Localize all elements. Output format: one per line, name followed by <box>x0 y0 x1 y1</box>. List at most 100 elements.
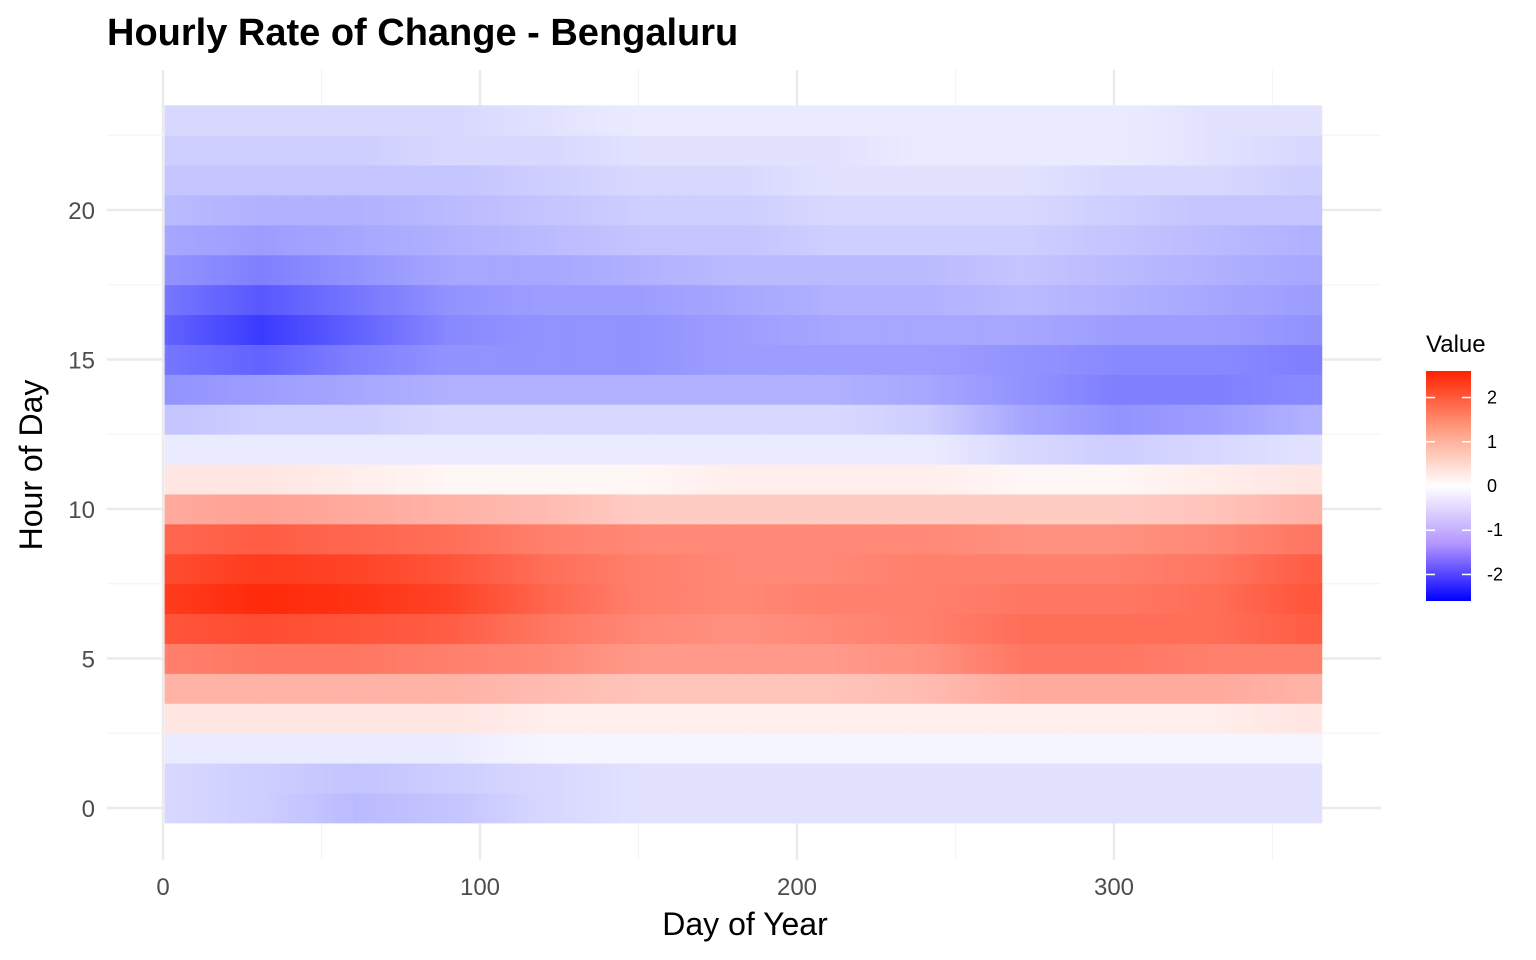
heatmap-cell <box>1289 434 1294 465</box>
heatmap-cell <box>247 673 251 704</box>
heatmap-cell <box>418 613 422 644</box>
heatmap-cell <box>1080 673 1085 704</box>
heatmap-cell <box>789 404 793 435</box>
heatmap-cell <box>751 613 755 644</box>
heatmap-cell <box>814 763 819 794</box>
heatmap-cell <box>443 613 448 644</box>
heatmap-cell <box>1169 583 1174 615</box>
heatmap-cell <box>938 553 942 585</box>
heatmap-cell <box>1125 553 1129 585</box>
heatmap-cell <box>1020 763 1025 794</box>
heatmap-cell <box>256 793 261 824</box>
heatmap-cell <box>212 793 216 824</box>
heatmap-cell <box>931 673 936 704</box>
heatmap-cell <box>744 404 749 435</box>
heatmap-cell <box>900 613 904 644</box>
heatmap-cell <box>1198 523 1202 555</box>
heatmap-cell <box>1204 733 1209 764</box>
heatmap-cell <box>1255 464 1259 495</box>
heatmap-cell <box>576 733 581 764</box>
heatmap-cell <box>741 733 746 764</box>
heatmap-cell <box>386 404 391 435</box>
heatmap-cell <box>285 643 289 674</box>
heatmap-cell <box>1172 434 1177 465</box>
heatmap-cell <box>896 643 901 674</box>
heatmap-cell <box>1049 434 1053 465</box>
heatmap-cell <box>313 763 318 794</box>
heatmap-cell <box>453 643 457 674</box>
heatmap-cell <box>922 464 926 495</box>
heatmap-cell <box>636 733 641 764</box>
heatmap-cell <box>262 793 267 824</box>
heatmap-cell <box>1217 733 1221 764</box>
heatmap-cell <box>662 643 667 674</box>
heatmap-cell <box>525 733 530 764</box>
heatmap-cell <box>532 793 537 824</box>
heatmap-cell <box>1159 643 1164 674</box>
heatmap-cell <box>849 613 854 644</box>
heatmap-cell <box>380 733 384 764</box>
heatmap-cell <box>221 673 226 704</box>
heatmap-cell <box>1194 613 1199 644</box>
heatmap-cell <box>874 733 879 764</box>
heatmap-cell <box>1239 733 1243 764</box>
heatmap-cell <box>1213 793 1218 824</box>
heatmap-cell <box>1293 703 1297 734</box>
heatmap-cell <box>881 494 885 525</box>
heatmap-cell <box>1004 793 1009 824</box>
heatmap-cell <box>877 673 882 704</box>
heatmap-cell <box>170 673 175 704</box>
heatmap-cell <box>1147 703 1152 734</box>
heatmap-cell <box>960 553 965 585</box>
heatmap-cell <box>890 464 895 495</box>
heatmap-cell <box>354 703 359 734</box>
heatmap-cell <box>259 494 264 525</box>
heatmap-cell <box>1274 673 1278 704</box>
heatmap-cell <box>465 553 470 585</box>
heatmap-cell <box>1023 553 1028 585</box>
heatmap-cell <box>481 464 486 495</box>
heatmap-cell <box>1033 703 1037 734</box>
heatmap-cell <box>370 494 375 525</box>
heatmap-cell <box>598 643 603 674</box>
heatmap-cell <box>1140 523 1145 555</box>
heatmap-cell <box>998 793 1003 824</box>
heatmap-cell <box>893 793 898 824</box>
heatmap-cell <box>1270 613 1275 644</box>
heatmap-cell <box>196 464 201 495</box>
heatmap-cell <box>167 793 172 824</box>
heatmap-cell <box>497 553 502 585</box>
heatmap-cell <box>167 673 172 704</box>
heatmap-cell <box>386 673 391 704</box>
heatmap-cell <box>189 733 194 764</box>
heatmap-cell <box>1147 464 1152 495</box>
heatmap-cell <box>570 523 575 555</box>
heatmap-cell <box>405 553 410 585</box>
heatmap-cell <box>183 494 188 525</box>
heatmap-cell <box>1182 523 1186 555</box>
heatmap-cell <box>424 553 429 585</box>
heatmap-cell <box>801 523 806 555</box>
heatmap-cell <box>852 523 857 555</box>
heatmap-cell <box>437 793 441 824</box>
heatmap-cell <box>1226 464 1231 495</box>
heatmap-cell <box>1220 583 1224 615</box>
heatmap-cell <box>928 703 933 734</box>
heatmap-cell <box>852 763 857 794</box>
heatmap-cell <box>874 763 879 794</box>
heatmap-cell <box>985 643 990 674</box>
heatmap-cell <box>741 553 746 585</box>
heatmap-cell <box>995 643 999 674</box>
heatmap-cell <box>399 583 403 615</box>
heatmap-cell <box>307 673 312 704</box>
heatmap-cell <box>579 404 584 435</box>
heatmap-cell <box>668 673 673 704</box>
heatmap-cell <box>418 404 422 435</box>
heatmap-cell <box>224 613 229 644</box>
heatmap-cell <box>728 464 733 495</box>
heatmap-cell <box>617 793 622 824</box>
heatmap-cell <box>1293 613 1297 644</box>
heatmap-cell <box>722 793 727 824</box>
heatmap-cell <box>941 763 946 794</box>
heatmap-cell <box>893 673 898 704</box>
